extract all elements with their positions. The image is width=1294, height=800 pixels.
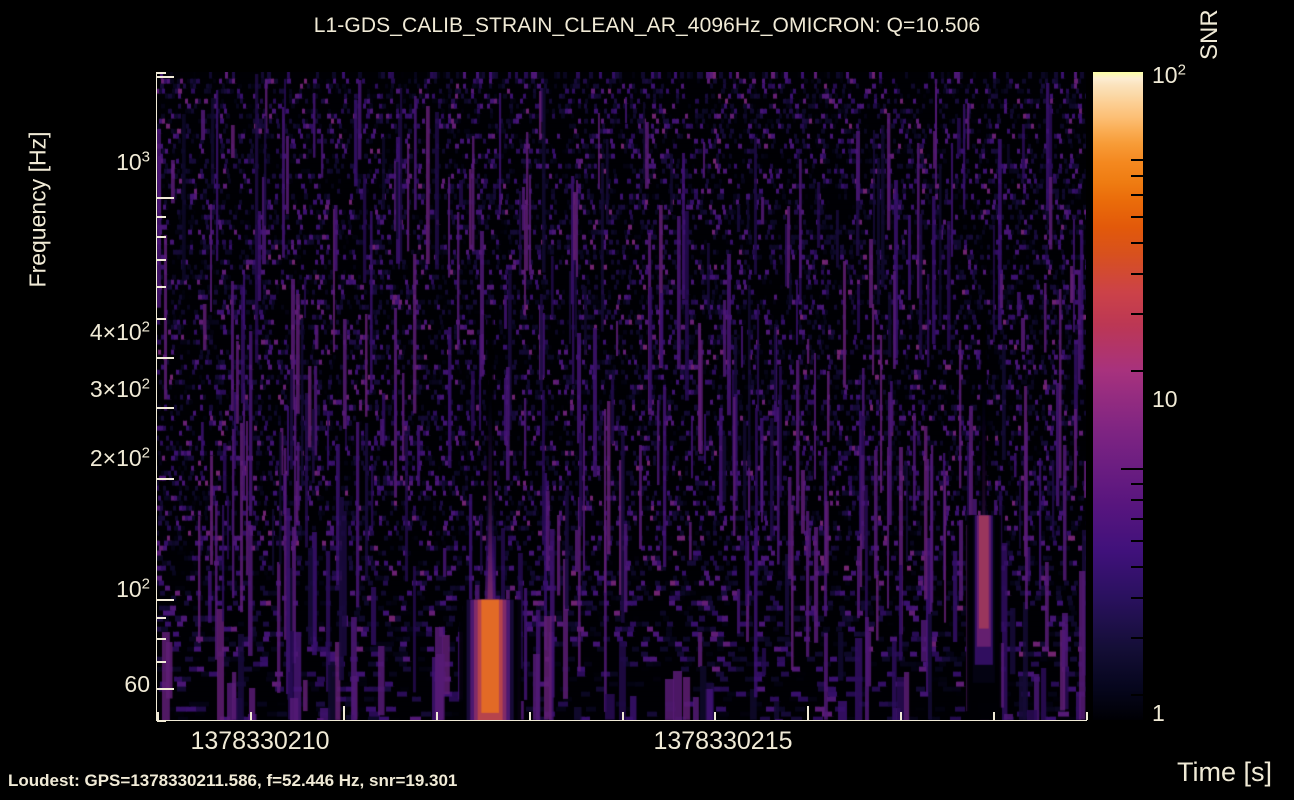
x-tick-label-1378330210: 1378330210	[190, 727, 330, 755]
x-tick-1378330210	[343, 706, 345, 720]
y-tick-500	[157, 318, 166, 320]
y-tick-700	[157, 259, 166, 261]
y-tick-label-100: 102	[116, 575, 150, 602]
x-tick-label-1378330215: 1378330215	[653, 727, 793, 755]
y-tick-400	[157, 357, 174, 359]
y-tick-200	[157, 478, 174, 480]
y-tick-1000	[157, 197, 174, 199]
y-tick-60	[157, 688, 174, 690]
y-tick-label-300: 3×102	[89, 375, 150, 402]
x-tick-1378330209	[250, 712, 252, 720]
colorbar-tick-4	[1131, 597, 1143, 599]
x-tick-1378330214	[714, 712, 716, 720]
colorbar-tick-3	[1131, 637, 1143, 639]
x-tick-1378330215	[807, 706, 809, 720]
y-tick-80	[157, 638, 166, 640]
colorbar-tick-label-10: 10	[1152, 386, 1178, 412]
y-tick-50	[157, 720, 166, 722]
colorbar-tick-6	[1131, 540, 1143, 542]
y-tick-300	[157, 407, 174, 409]
y-tick-90	[157, 617, 166, 619]
y-tick-label-400: 4×102	[89, 318, 150, 345]
colorbar-tick-7	[1131, 518, 1143, 520]
colorbar-tick-2	[1131, 694, 1143, 696]
x-tick-1378330216	[900, 712, 902, 720]
page-title: L1-GDS_CALIB_STRAIN_CLEAN_AR_4096Hz_OMIC…	[313, 14, 981, 37]
x-tick-1378330208	[157, 712, 159, 720]
y-tick-900	[157, 216, 166, 218]
colorbar-tick-60	[1131, 216, 1143, 218]
x-axis-title: Time [s]	[1176, 757, 1272, 787]
colorbar-tick-30	[1131, 313, 1143, 315]
y-tick-2000	[157, 76, 174, 78]
colorbar-tick-8	[1131, 499, 1143, 501]
colorbar-tick-20	[1131, 370, 1143, 372]
x-axis-line	[156, 719, 1087, 721]
y-tick-2048	[157, 72, 166, 74]
snr-colorbar[interactable]	[1093, 72, 1143, 720]
y-axis-title: Frequency [Hz]	[24, 131, 51, 288]
colorbar-tick-9	[1131, 483, 1143, 485]
spectrogram-canvas[interactable]	[157, 72, 1086, 720]
y-tick-100	[157, 599, 174, 601]
y-tick-label-1000: 103	[116, 148, 150, 175]
y-tick-70	[157, 661, 166, 663]
spectrogram-plot-area[interactable]	[157, 72, 1086, 720]
y-tick-600	[157, 286, 166, 288]
colorbar-tick-5	[1131, 566, 1143, 568]
y-tick-label-200: 2×102	[89, 444, 150, 471]
colorbar-tick-10	[1121, 468, 1143, 470]
colorbar-tick-label-1: 1	[1152, 700, 1165, 726]
colorbar-tick-90	[1131, 159, 1143, 161]
x-tick-1378330212	[529, 712, 531, 720]
colorbar-tick-50	[1131, 242, 1143, 244]
colorbar-title: SNR	[1196, 9, 1223, 60]
x-tick-1378330213	[622, 712, 624, 720]
colorbar-tick-70	[1131, 194, 1143, 196]
colorbar-tick-marks	[1093, 72, 1143, 720]
colorbar-tick-80	[1131, 175, 1143, 177]
y-tick-800	[157, 236, 166, 238]
loudest-event-status: Loudest: GPS=1378330211.586, f=52.446 Hz…	[8, 771, 458, 790]
x-tick-1378330211	[436, 712, 438, 720]
x-tick-1378330218	[1086, 712, 1088, 720]
colorbar-tick-label-100: 102	[1152, 61, 1186, 88]
y-tick-label-60: 60	[124, 671, 150, 697]
colorbar-tick-40	[1131, 273, 1143, 275]
x-tick-1378330217	[993, 712, 995, 720]
